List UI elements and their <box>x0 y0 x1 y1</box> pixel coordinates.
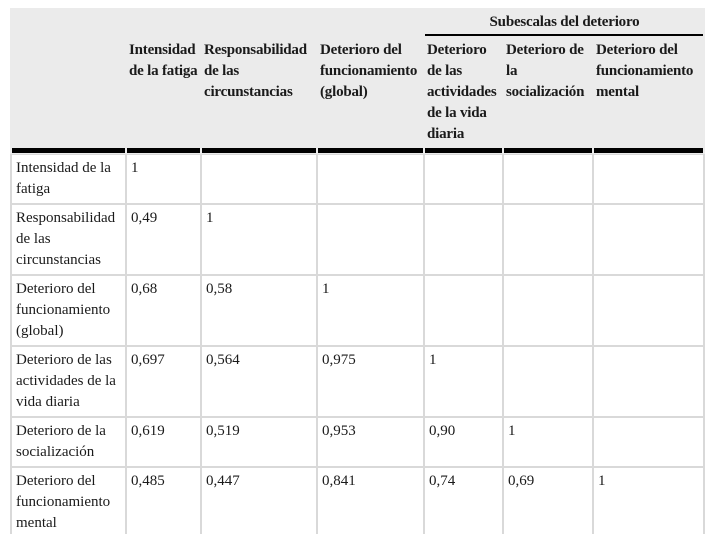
value-cell: 1 <box>127 155 200 203</box>
value-cell <box>318 155 423 203</box>
value-cell <box>594 155 703 203</box>
table-row: Deterioro de las actividades de la vida … <box>12 347 703 416</box>
column-header-responsabilidad: Responsabilidad de las circunstancias <box>202 38 316 153</box>
value-cell: 1 <box>425 347 502 416</box>
corner-cell <box>12 38 125 153</box>
value-cell <box>594 418 703 466</box>
value-cell: 0,564 <box>202 347 316 416</box>
value-cell: 0,49 <box>127 205 200 274</box>
value-cell <box>202 155 316 203</box>
value-cell: 0,90 <box>425 418 502 466</box>
column-header-socializacion: Deterioro de la socialización <box>504 38 592 153</box>
value-cell: 0,975 <box>318 347 423 416</box>
value-cell: 1 <box>504 418 592 466</box>
table-row: Deterioro de la socialización 0,619 0,51… <box>12 418 703 466</box>
value-cell: 0,619 <box>127 418 200 466</box>
value-cell: 1 <box>318 276 423 345</box>
correlation-table: Subescalas del deterioro Intensidad de l… <box>10 8 705 534</box>
value-cell <box>504 155 592 203</box>
table-row: Responsabilidad de las circunstancias 0,… <box>12 205 703 274</box>
value-cell: 0,69 <box>504 468 592 534</box>
spanner-empty-cell <box>12 10 423 36</box>
value-cell <box>425 205 502 274</box>
spanner-row: Subescalas del deterioro <box>12 10 703 36</box>
value-cell: 0,58 <box>202 276 316 345</box>
row-label: Intensidad de la fatiga <box>12 155 125 203</box>
value-cell <box>504 205 592 274</box>
column-header-intensidad: Intensidad de la fatiga <box>127 38 200 153</box>
row-label: Deterioro del funcionamiento mental <box>12 468 125 534</box>
table-row: Deterioro del funcionamiento (global) 0,… <box>12 276 703 345</box>
value-cell <box>594 276 703 345</box>
table-row: Deterioro del funcionamiento mental 0,48… <box>12 468 703 534</box>
column-header-row: Intensidad de la fatiga Responsabilidad … <box>12 38 703 153</box>
value-cell: 0,74 <box>425 468 502 534</box>
column-header-deterioro-global: Deterioro del funcionamiento (global) <box>318 38 423 153</box>
table-row: Intensidad de la fatiga 1 <box>12 155 703 203</box>
value-cell: 0,697 <box>127 347 200 416</box>
value-cell: 0,68 <box>127 276 200 345</box>
row-label: Deterioro de las actividades de la vida … <box>12 347 125 416</box>
column-header-actividades: Deterioro de las actividades de la vida … <box>425 38 502 153</box>
value-cell <box>318 205 423 274</box>
row-label: Deterioro del funcionamiento (global) <box>12 276 125 345</box>
value-cell: 0,447 <box>202 468 316 534</box>
value-cell: 0,485 <box>127 468 200 534</box>
value-cell <box>594 347 703 416</box>
row-label: Responsabilidad de las circunstancias <box>12 205 125 274</box>
value-cell <box>594 205 703 274</box>
value-cell: 0,841 <box>318 468 423 534</box>
value-cell: 0,953 <box>318 418 423 466</box>
row-label: Deterioro de la socialización <box>12 418 125 466</box>
value-cell <box>504 276 592 345</box>
value-cell: 1 <box>202 205 316 274</box>
value-cell <box>425 276 502 345</box>
spanner-header: Subescalas del deterioro <box>425 10 703 36</box>
value-cell: 0,519 <box>202 418 316 466</box>
value-cell: 1 <box>594 468 703 534</box>
value-cell <box>504 347 592 416</box>
value-cell <box>425 155 502 203</box>
column-header-mental: Deterioro del funcionamiento mental <box>594 38 703 153</box>
